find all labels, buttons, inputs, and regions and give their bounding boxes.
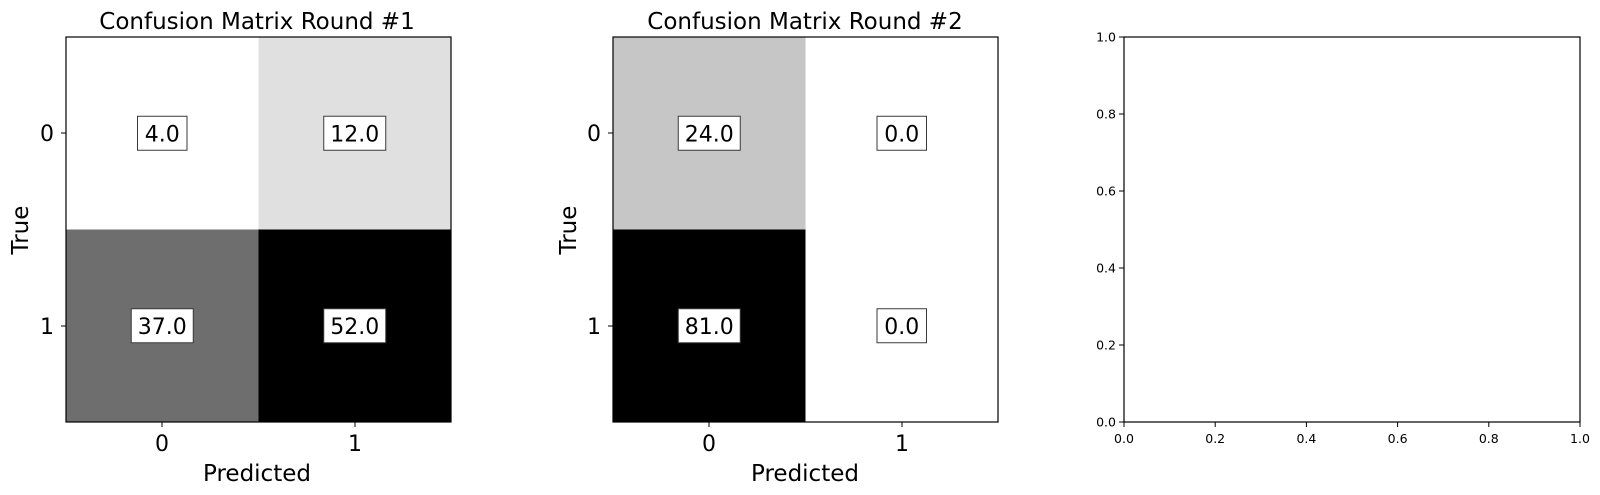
y-axis-label-1: True (8, 206, 34, 256)
y-tick-label-2-1: 1 (587, 315, 601, 340)
cell-value-label-2-1-0: 81.0 (685, 315, 734, 340)
axis-ticks-3: 0.0 0.2 0.4 0.6 0.8 1.0 0.0 0.2 0.4 0.6 0.8 1.0 (1096, 30, 1590, 447)
cell-value-label-2-0-0: 24.0 (685, 122, 734, 147)
cell-value-label-1-1-1: 52.0 (330, 315, 379, 340)
x-tick-label-3-1: 0.2 (1205, 431, 1225, 446)
heatmap-cells-2: 24.0 0.0 81.0 0.0 (613, 37, 998, 422)
x-axis-label-2: Predicted (751, 461, 859, 487)
x-axis-label-1: Predicted (203, 461, 311, 487)
y-tick-label-3-3: 0.6 (1096, 184, 1116, 199)
x-tick-label-1-0: 0 (155, 432, 169, 457)
y-tick-label-3-0: 0.0 (1096, 415, 1116, 430)
x-tick-label-2-1: 1 (895, 432, 909, 457)
x-tick-label-3-3: 0.6 (1388, 431, 1408, 446)
chart-title-1: Confusion Matrix Round #1 (99, 9, 414, 35)
cell-value-label-1-1-0: 37.0 (138, 315, 187, 340)
y-tick-label-3-4: 0.8 (1096, 107, 1116, 122)
x-tick-label-3-2: 0.4 (1296, 431, 1316, 446)
cell-label-box-2-1-0 (677, 308, 741, 344)
cell-label-box-1-0-1 (323, 115, 387, 151)
x-tick-label-2-0: 0 (702, 432, 716, 457)
cell-label-box-2-1-1 (876, 308, 927, 344)
y-tick-label-1-1: 1 (40, 315, 54, 340)
confusion-matrix-1: Confusion Matrix Round #1 4.0 12.0 37.0 52.… (8, 9, 452, 487)
heatmap-cells-1: 4.0 12.0 37.0 52.0 (66, 37, 451, 422)
cell-label-box-1-1-0 (130, 308, 194, 344)
y-axis-label-2: True (556, 206, 582, 256)
y-tick-label-2-0: 0 (587, 122, 601, 147)
cell-value-label-1-0-0: 4.0 (145, 122, 180, 147)
axes-frame-2 (612, 36, 999, 423)
empty-axes-3: 0.0 0.2 0.4 0.6 0.8 1.0 0.0 0.2 0.4 0.6 0.8 1.0 (1096, 30, 1590, 447)
x-tick-label-3-0: 0.0 (1114, 431, 1134, 446)
cell-label-box-2-0-0 (677, 115, 741, 151)
y-tick-label-3-5: 1.0 (1096, 30, 1116, 45)
axes-frame-3 (1123, 36, 1581, 423)
cell-value-label-2-0-1: 0.0 (884, 122, 919, 147)
cell-value-label-1-0-1: 12.0 (330, 122, 379, 147)
cell-label-box-1-1-1 (323, 308, 387, 344)
y-tick-label-3-1: 0.2 (1096, 338, 1116, 353)
x-tick-label-1-1: 1 (348, 432, 362, 457)
y-tick-label-1-0: 0 (40, 122, 54, 147)
confusion-matrix-2: Confusion Matrix Round #2 24.0 0.0 81.0 0.0… (556, 9, 999, 487)
x-tick-label-3-4: 0.8 (1479, 431, 1499, 446)
cell-label-box-2-0-1 (876, 115, 927, 151)
axes-frame-1 (65, 36, 452, 423)
y-tick-label-3-2: 0.4 (1096, 261, 1116, 276)
cell-label-box-1-0-0 (137, 115, 188, 151)
chart-title-2: Confusion Matrix Round #2 (647, 9, 962, 35)
x-tick-label-3-5: 1.0 (1570, 431, 1590, 446)
cell-value-label-2-1-1: 0.0 (884, 315, 919, 340)
